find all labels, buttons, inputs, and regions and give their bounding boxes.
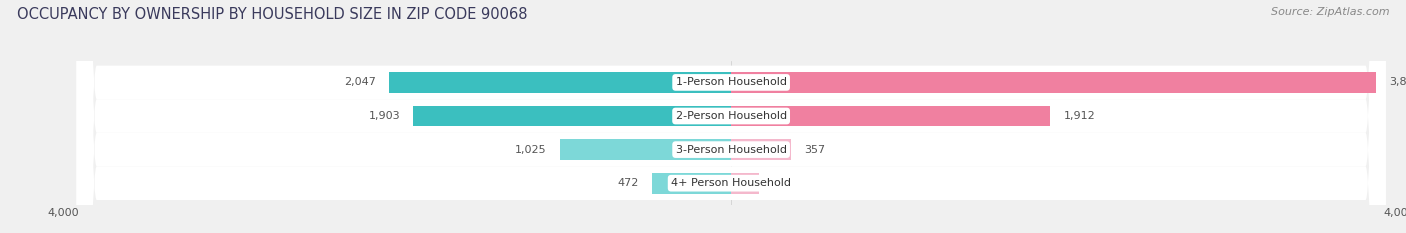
Text: 2-Person Household: 2-Person Household <box>675 111 787 121</box>
Text: 3,860: 3,860 <box>1389 77 1406 87</box>
Text: OCCUPANCY BY OWNERSHIP BY HOUSEHOLD SIZE IN ZIP CODE 90068: OCCUPANCY BY OWNERSHIP BY HOUSEHOLD SIZE… <box>17 7 527 22</box>
Text: 1,903: 1,903 <box>368 111 401 121</box>
Bar <box>389 72 731 93</box>
Text: 2,047: 2,047 <box>344 77 375 87</box>
Bar <box>652 173 731 194</box>
Bar <box>560 139 731 160</box>
Bar <box>413 106 731 127</box>
Bar <box>731 106 1050 127</box>
FancyBboxPatch shape <box>76 0 1386 233</box>
Bar <box>731 72 1375 93</box>
Bar <box>731 173 758 194</box>
FancyBboxPatch shape <box>76 0 1386 233</box>
Text: 472: 472 <box>617 178 638 188</box>
Text: 357: 357 <box>804 145 825 155</box>
Text: Source: ZipAtlas.com: Source: ZipAtlas.com <box>1271 7 1389 17</box>
Text: 1,912: 1,912 <box>1064 111 1095 121</box>
Text: 1-Person Household: 1-Person Household <box>676 77 786 87</box>
Text: 1,025: 1,025 <box>515 145 547 155</box>
Text: 3-Person Household: 3-Person Household <box>676 145 786 155</box>
Text: 164: 164 <box>772 178 793 188</box>
Text: 4+ Person Household: 4+ Person Household <box>671 178 792 188</box>
FancyBboxPatch shape <box>76 0 1386 233</box>
Bar <box>731 139 790 160</box>
FancyBboxPatch shape <box>76 0 1386 233</box>
